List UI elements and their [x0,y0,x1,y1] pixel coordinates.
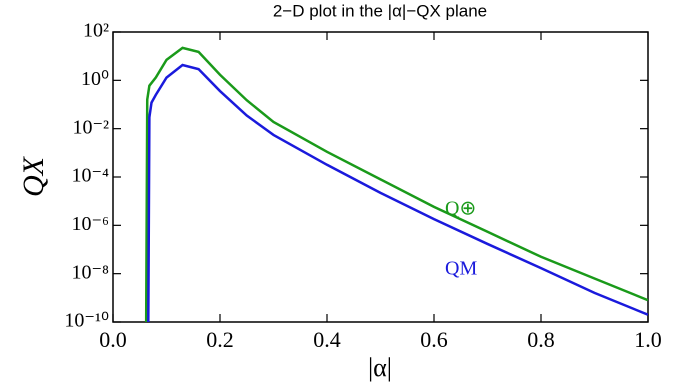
y-tick-label: 10⁰ [81,68,109,90]
chart-title: 2−D plot in the |α|−QX plane [273,1,487,20]
y-tick-label: 10⁻⁸ [71,261,109,283]
y-tick-label: 10² [83,20,109,42]
y-tick-label: 10⁻² [72,116,109,138]
x-tick-label: 0.6 [420,327,448,352]
series-line [147,63,648,322]
x-tick-label: 0.2 [206,327,234,352]
series-label: Q⊕ [445,198,476,220]
series-line [144,46,648,322]
y-tick-label: 10⁻⁶ [71,213,109,235]
series-label: QM [445,258,477,280]
x-tick-label: 0.0 [99,327,127,352]
plot-frame [112,31,649,323]
x-axis-label: |α| [368,353,392,382]
y-axis-label: QX [17,155,50,197]
x-tick-label: 1.0 [634,327,662,352]
x-tick-label: 0.4 [313,327,341,352]
x-tick-label: 0.8 [527,327,555,352]
y-tick-label: 10⁻⁴ [71,165,109,187]
y-tick-label: 10⁻¹⁰ [64,310,109,332]
